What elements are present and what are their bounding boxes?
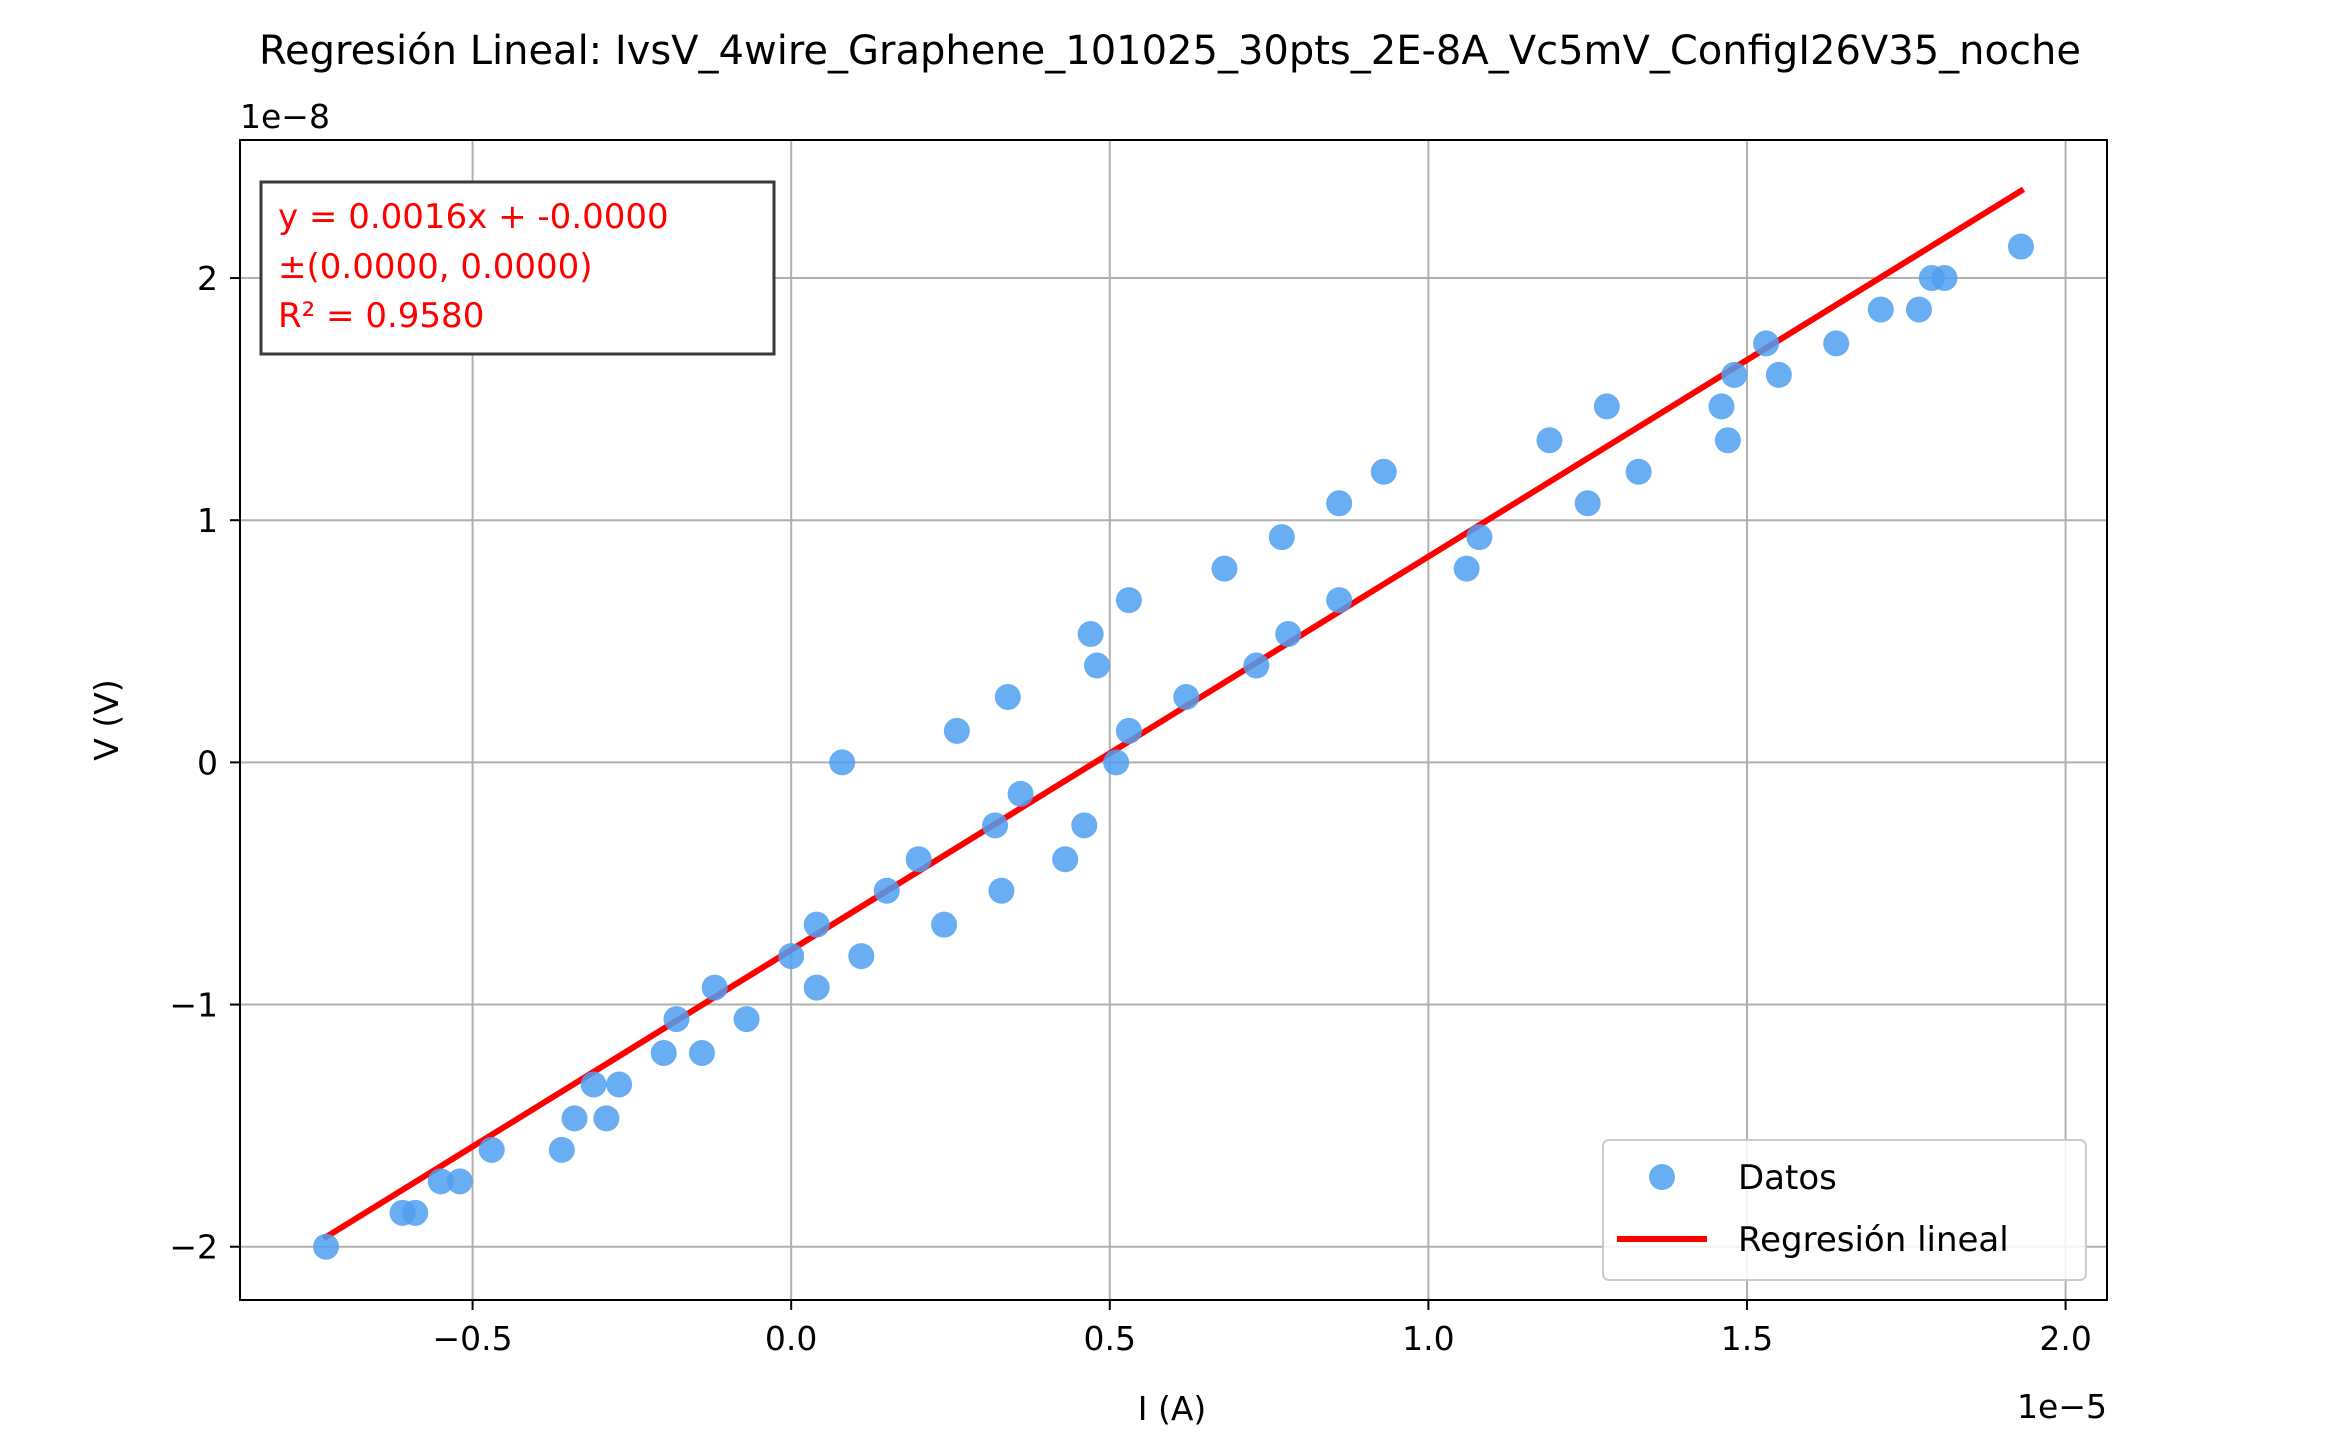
data-point <box>803 911 830 938</box>
y-tick-label: 0 <box>197 743 218 782</box>
data-point <box>701 974 728 1001</box>
data-point <box>446 1168 473 1195</box>
data-point <box>1625 458 1652 485</box>
data-point <box>313 1233 340 1260</box>
data-point <box>1071 812 1098 839</box>
data-point <box>829 749 856 776</box>
annotation-equation: y = 0.0016x + -0.0000 <box>278 197 669 237</box>
data-point <box>478 1136 505 1163</box>
y-tick-label: −1 <box>169 986 218 1025</box>
data-point <box>1867 296 1894 323</box>
data-point <box>1466 524 1493 551</box>
x-tick-label: 1.0 <box>1402 1319 1454 1358</box>
data-point <box>1714 427 1741 454</box>
data-point <box>1077 621 1104 648</box>
data-point <box>580 1071 607 1098</box>
y-axis-label: V (V) <box>87 679 126 760</box>
data-point <box>1906 296 1933 323</box>
data-point <box>931 911 958 938</box>
data-point <box>1765 361 1792 388</box>
legend-label-regresion: Regresión lineal <box>1738 1220 2009 1260</box>
data-point <box>1173 683 1200 710</box>
data-point <box>593 1105 620 1132</box>
grid-lines <box>240 140 2107 1300</box>
legend: Datos Regresión lineal <box>1602 1139 2087 1281</box>
data-point <box>1243 652 1270 679</box>
data-point <box>1708 393 1735 420</box>
data-point <box>873 877 900 904</box>
data-point <box>663 1006 690 1033</box>
data-point <box>1211 555 1238 582</box>
annotation-uncertainty: ±(0.0000, 0.0000) <box>278 247 593 287</box>
data-point <box>1753 330 1780 357</box>
x-offset-text: 1e−5 <box>2017 1387 2107 1426</box>
data-point <box>1007 780 1034 807</box>
data-point <box>1052 846 1079 873</box>
data-point <box>402 1199 429 1226</box>
legend-marker-datos <box>1649 1164 1675 1190</box>
data-point <box>733 1006 760 1033</box>
data-point <box>1453 555 1480 582</box>
data-point <box>943 717 970 744</box>
data-point <box>994 683 1021 710</box>
data-point <box>561 1105 588 1132</box>
data-point <box>905 846 932 873</box>
data-point <box>803 974 830 1001</box>
data-point <box>848 943 875 970</box>
data-point <box>1326 587 1353 614</box>
data-point <box>1931 265 1958 292</box>
legend-label-datos: Datos <box>1738 1158 1837 1198</box>
data-point <box>548 1136 575 1163</box>
data-point <box>1268 524 1295 551</box>
data-points-layer <box>313 233 2034 1260</box>
data-point <box>988 877 1015 904</box>
plot-frame <box>239 139 2108 1301</box>
data-point <box>1115 717 1142 744</box>
y-offset-text: 1e−8 <box>240 97 330 136</box>
data-point <box>1721 361 1748 388</box>
data-point <box>1326 490 1353 517</box>
x-tick-label: 2.0 <box>2039 1319 2091 1358</box>
x-tick-label: 0.0 <box>765 1319 817 1358</box>
data-point <box>1536 427 1563 454</box>
x-axis-label: I (A) <box>1138 1389 1207 1428</box>
x-axis-ticks: −0.5 0.0 0.5 1.0 1.5 2.0 <box>433 1300 2092 1358</box>
x-tick-label: 1.5 <box>1721 1319 1773 1358</box>
data-point <box>982 812 1009 839</box>
data-point <box>1115 587 1142 614</box>
data-point <box>1593 393 1620 420</box>
y-tick-label: −2 <box>169 1228 218 1267</box>
data-point <box>1823 330 1850 357</box>
x-tick-label: −0.5 <box>433 1319 513 1358</box>
y-tick-label: 1 <box>197 501 218 540</box>
data-point <box>2007 233 2034 260</box>
x-tick-label: 0.5 <box>1084 1319 1136 1358</box>
data-point <box>427 1168 454 1195</box>
data-point <box>688 1039 715 1066</box>
data-point <box>606 1071 633 1098</box>
annotation-r-squared: R² = 0.9580 <box>278 296 484 336</box>
data-point <box>1103 749 1130 776</box>
annotation-box: y = 0.0016x + -0.0000 ±(0.0000, 0.0000) … <box>259 180 776 356</box>
legend-frame <box>1602 1139 2087 1281</box>
data-point <box>1084 652 1111 679</box>
y-tick-label: 2 <box>197 259 218 298</box>
data-point <box>1574 490 1601 517</box>
data-point <box>1370 458 1397 485</box>
data-point <box>778 943 805 970</box>
data-point <box>1275 621 1302 648</box>
data-point <box>650 1039 677 1066</box>
chart-title: Regresión Lineal: IvsV_4wire_Graphene_10… <box>259 28 2081 74</box>
y-axis-ticks: −2 −1 0 1 2 <box>169 259 240 1267</box>
